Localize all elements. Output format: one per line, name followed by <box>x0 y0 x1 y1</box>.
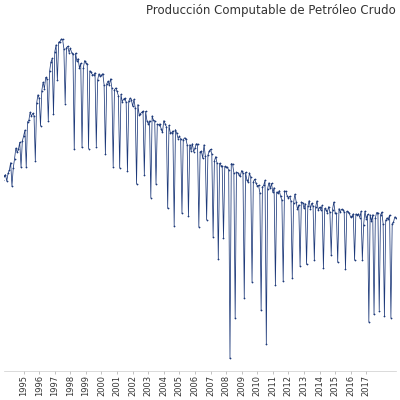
Text: Producción Computable de Petróleo Crudo: Producción Computable de Petróleo Crudo <box>146 4 396 17</box>
